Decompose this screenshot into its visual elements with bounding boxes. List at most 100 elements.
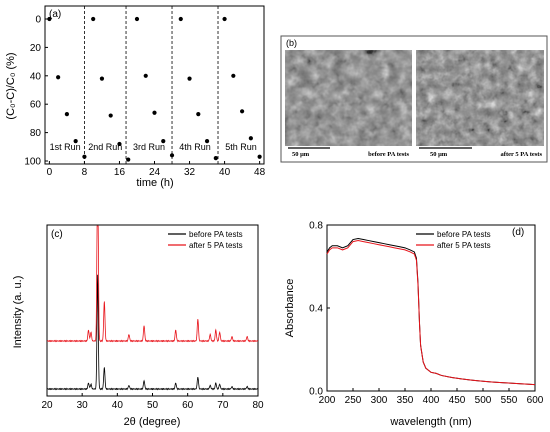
y-tick-label: 0	[35, 15, 41, 26]
scale-label-before: 50 μm	[292, 151, 310, 158]
x-tick-label: 48	[254, 167, 266, 178]
run-label: 1st Run	[50, 142, 81, 152]
x-tick-label: 350	[397, 395, 414, 406]
data-point	[117, 141, 122, 147]
sem-image-after: 50 μm after 5 PA tests	[416, 50, 544, 158]
data-point	[134, 16, 140, 22]
y-tick-label: 100	[24, 157, 41, 168]
caption-after: after 5 PA tests	[501, 151, 543, 158]
caption-before: before PA tests	[368, 151, 409, 158]
data-point	[64, 112, 69, 117]
data-point	[152, 110, 157, 115]
series-line-after	[46, 225, 259, 343]
panel-a-y-ticks: 0 20 40 60 80 100	[24, 15, 48, 168]
x-tick-label: 16	[114, 167, 126, 178]
panel-c-legend: before PA tests after 5 PA tests	[168, 230, 243, 250]
y-tick-label: 20	[30, 43, 42, 54]
panel-a-frame	[44, 5, 265, 165]
data-point	[91, 16, 96, 22]
scale-label-after: 50 μm	[430, 151, 448, 158]
legend-label-after: after 5 PA tests	[189, 241, 243, 250]
panel-c-series	[46, 225, 259, 391]
panel-c-x-label: 2θ (degree)	[124, 416, 181, 428]
panel-c-x-ticks: 20 30 40 50 60 70 80	[41, 393, 264, 411]
data-point	[248, 136, 253, 141]
x-tick-label: 300	[371, 395, 388, 406]
x-tick-label: 450	[449, 395, 466, 406]
data-point	[56, 75, 61, 80]
y-tick-label: 60	[30, 100, 42, 111]
run-label: 3rd Run	[133, 142, 165, 152]
run-label: 2nd Run	[88, 142, 122, 152]
legend-label-after: after 5 PA tests	[437, 241, 491, 250]
panel-b-sem-images: (b) 50 μm before PA tests 50 μm after 5 …	[280, 35, 548, 163]
x-tick-label: 80	[252, 400, 264, 411]
panel-d-x-ticks: 200 250 300 350 400 450 500 550 600	[319, 388, 544, 406]
x-tick-label: 40	[112, 400, 124, 411]
x-tick-label: 60	[182, 400, 194, 411]
y-tick-label: 40	[30, 71, 42, 82]
panel-c-xrd: (c) 20 30 40 50 60 70 80 before PA tests after…	[12, 224, 264, 428]
data-point	[169, 153, 175, 158]
x-tick-label: 550	[501, 395, 518, 406]
data-point	[82, 154, 87, 159]
x-tick-label: 50	[147, 400, 159, 411]
x-tick-label: 32	[184, 167, 196, 178]
panel-a-points	[47, 16, 262, 162]
sem-image-before: 50 μm before PA tests	[285, 50, 412, 158]
data-point	[73, 139, 78, 144]
data-point	[257, 154, 262, 159]
data-point	[108, 113, 113, 118]
panel-d-y-label: Absorbance	[284, 279, 296, 338]
data-point	[178, 16, 183, 22]
x-tick-label: 20	[41, 400, 53, 411]
x-tick-label: 250	[345, 395, 362, 406]
panel-c-label: (c)	[51, 229, 63, 240]
x-tick-label: 0	[47, 167, 53, 178]
x-tick-label: 30	[77, 400, 89, 411]
y-tick-label: 80	[30, 128, 42, 139]
panel-a-scatter: (a) 1st Run 2nd Run 3rd Run 4th Run 5th Run …	[5, 5, 266, 189]
data-point	[196, 112, 201, 117]
x-tick-label: 500	[475, 395, 492, 406]
data-point	[47, 16, 52, 22]
x-tick-label: 40	[219, 167, 231, 178]
panel-d-legend: before PA tests after 5 PA tests	[416, 230, 491, 250]
panel-a-x-label: time (h)	[136, 177, 173, 189]
run-label: 4th Run	[179, 142, 211, 152]
panel-a-x-ticks: 0 8 16 24 32 40 48	[47, 161, 266, 178]
panel-b-label: (b)	[286, 38, 297, 48]
panel-d-series	[326, 237, 536, 386]
panel-c-frame	[46, 224, 259, 397]
data-point	[213, 156, 218, 161]
legend-label-before: before PA tests	[437, 230, 491, 239]
series-line-before	[46, 274, 259, 391]
y-tick-label: 0.8	[309, 221, 323, 232]
data-point	[99, 76, 105, 81]
x-tick-label: 600	[527, 395, 544, 406]
series-line-after	[326, 240, 536, 386]
y-tick-label: 0.0	[309, 387, 323, 398]
data-point	[143, 73, 148, 78]
panel-a-y-label: (C₀-C)/C₀ (%)	[5, 52, 17, 119]
data-point	[231, 73, 236, 78]
panel-c-y-label: Intensity (a. u.)	[12, 276, 24, 349]
data-point	[240, 109, 245, 114]
panel-a-run-dividers	[84, 6, 219, 164]
series-line-before	[326, 237, 536, 386]
panel-d-y-ticks: 0.0 0.4 0.8	[309, 221, 330, 398]
y-tick-label: 0.4	[309, 304, 323, 315]
x-tick-label: 24	[149, 167, 161, 178]
data-point	[204, 139, 210, 144]
x-tick-label: 70	[217, 400, 229, 411]
data-point	[222, 16, 227, 22]
data-point	[161, 139, 166, 144]
panel-d-label: (d)	[512, 227, 524, 238]
panel-d-frame	[326, 224, 536, 392]
x-tick-label: 200	[319, 395, 336, 406]
panel-d-x-label: wavelength (nm)	[389, 416, 471, 428]
data-point	[126, 157, 131, 162]
x-tick-label: 400	[423, 395, 440, 406]
legend-label-before: before PA tests	[189, 230, 243, 239]
